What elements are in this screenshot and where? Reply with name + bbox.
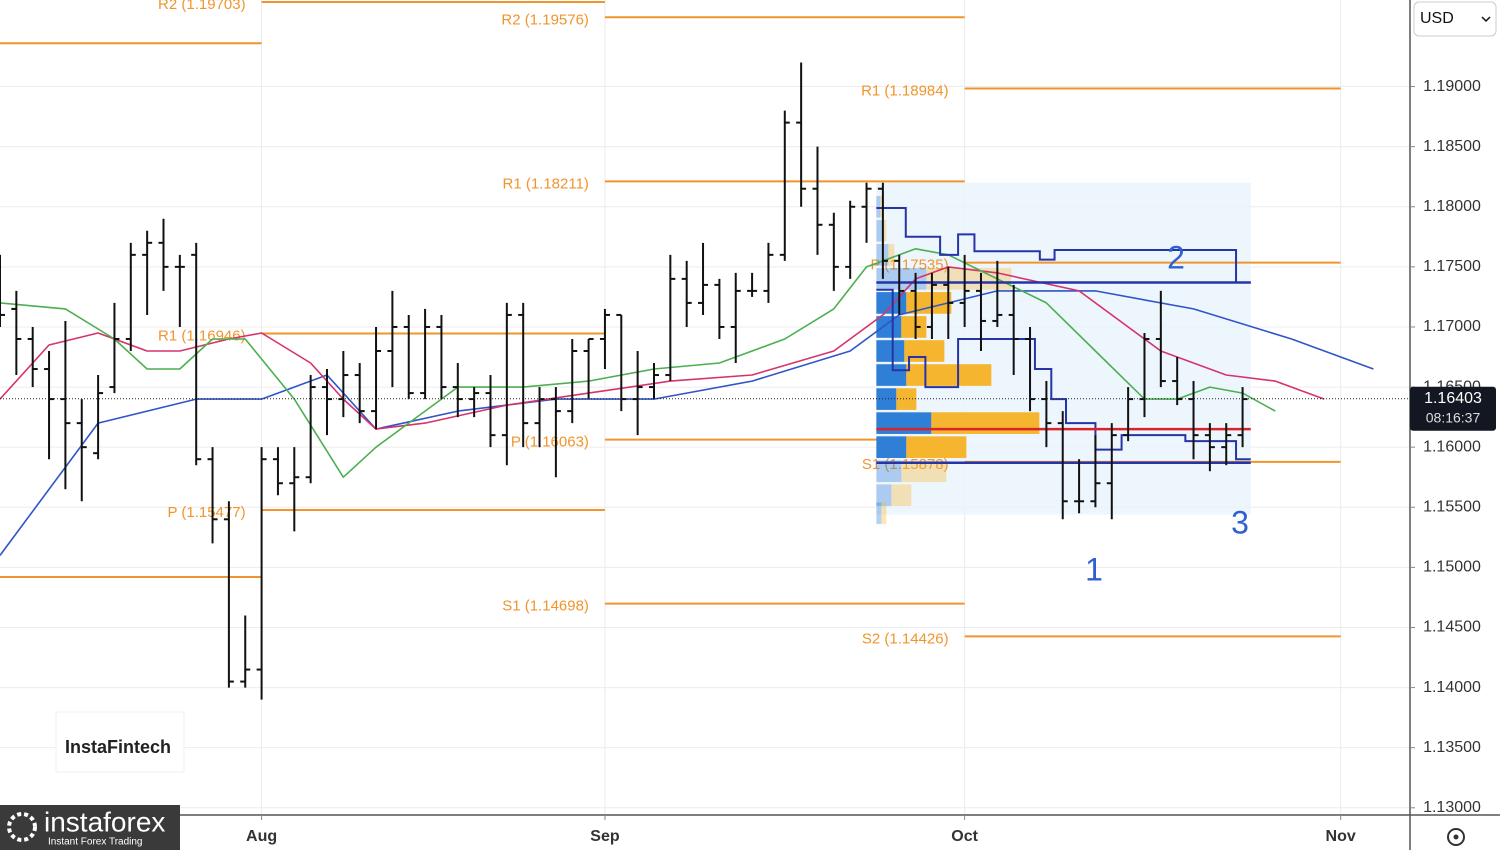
profile-sell [931,412,1040,434]
annotation: 3 [1231,504,1249,540]
currency-select-box[interactable] [1413,1,1497,37]
y-tick-label: 1.14000 [1423,679,1481,696]
annotation: 1 [1085,551,1103,587]
pivot-label: R1 (1.18211) [502,175,588,192]
profile-buy [876,502,882,525]
settings-icon-dot[interactable] [1453,834,1459,840]
annotation: 2 [1167,239,1185,275]
y-tick-label: 1.15000 [1423,559,1481,576]
profile-sell [881,502,887,525]
profile-buy [876,292,907,314]
pivot-label: R2 (1.19703) [158,0,246,13]
axes: 1.13000 1.13500 1.14000 1.14500 1.15000 1.155… [246,78,1496,845]
profile-buy [876,412,932,434]
developing-value-area [876,206,1251,284]
profile-sell [880,195,883,218]
profile-buy [876,340,905,362]
y-tick-label: 1.16000 [1423,438,1481,455]
x-tick-label: Oct [951,828,978,845]
currency-select[interactable]: USD [1413,1,1497,37]
logo-box [0,805,180,850]
profile-sell [901,460,947,483]
profile-buy [876,195,881,218]
watermark-box [55,711,185,773]
currency-label[interactable]: USD [1420,10,1454,27]
x-tick-label: Aug [246,828,277,845]
profile-buy [876,268,927,290]
pivot-label: S1 (1.15878) [862,456,949,473]
profile-sell [882,219,887,242]
x-tick-label: Nov [1326,828,1356,845]
profile-sell [904,340,945,362]
profile-sell [906,436,967,458]
profile-buy [876,460,902,483]
profile-sell [906,292,952,314]
current-price-box [1410,386,1496,431]
watermark: InstaFintech [55,711,185,773]
x-tick-label: Sep [590,828,620,845]
y-tick-label: 1.18000 [1423,198,1481,215]
y-tick-label: 1.15500 [1423,498,1481,515]
profile-buy [876,436,907,458]
moving-average [0,290,1374,556]
pivot-label: P (1.16063) [511,434,589,451]
watermark-text: InstaFintech [65,737,171,757]
pivot-label: R2 (1.19576) [501,11,589,28]
y-tick-label: 1.13500 [1423,739,1481,756]
y-tick-label: 1.14500 [1423,619,1481,636]
y-tick-label: 1.13000 [1423,799,1481,816]
logo-name: instaforex [44,806,165,837]
profile-sell [891,484,912,507]
y-tick-label: 1.19000 [1423,78,1481,95]
profile-sell [888,244,895,266]
profile-buy [876,364,907,386]
settings-icon[interactable] [1447,828,1465,846]
plot-area: R2 (1.19703) R1 (1.16946) P (1.15477) R2 (1… [0,0,1410,815]
y-tick-label: 1.17000 [1423,318,1481,335]
logo-tagline: Instant Forex Trading [48,837,143,848]
pivot-label: S2 (1.14426) [862,630,949,647]
pivot-label: R1 (1.16946) [158,327,246,344]
developing-value-area [876,288,1251,461]
logo: instaforex Instant Forex Trading [0,805,180,850]
settings-button[interactable] [1447,828,1465,846]
current-price-label: 1.16403 [1424,390,1482,407]
pivot-label: R1 (1.18984) [861,82,949,99]
pivot-label: P (1.15477) [167,504,245,521]
y-tick-label: 1.18500 [1423,138,1481,155]
logo-icon [7,812,37,842]
pivot-label: P (1.17535) [871,257,949,274]
profile-buy [876,316,902,338]
y-tick-label: 1.17500 [1423,258,1481,275]
profile-sell [901,316,927,338]
pivot-label: S1 (1.14698) [502,598,589,615]
profile-buy [876,219,883,242]
profile-buy [876,388,897,410]
profile-buy [876,484,892,507]
countdown-label: 08:16:37 [1426,409,1481,425]
dropdown-arrow[interactable] [1481,16,1491,23]
profile-sell [906,364,992,386]
